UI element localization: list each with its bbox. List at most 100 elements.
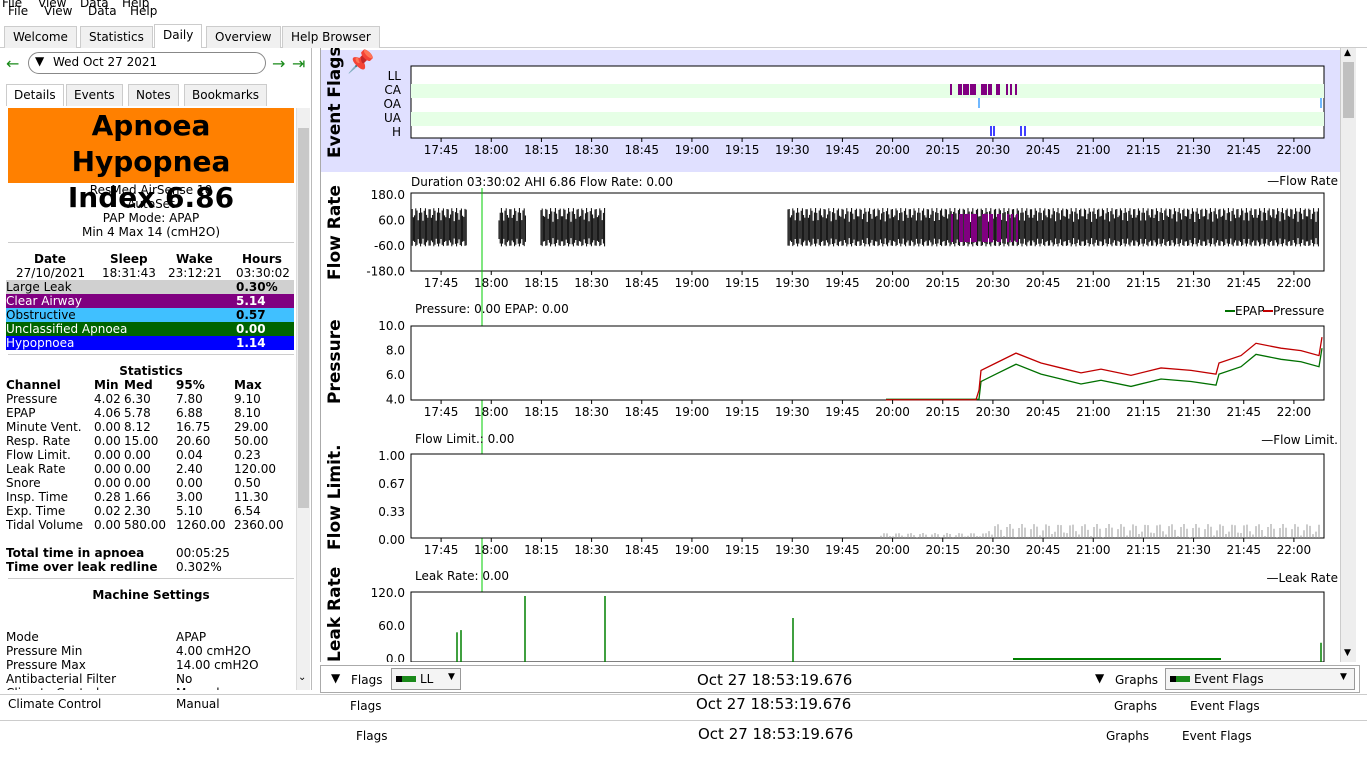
x-tick-label: 19:15 xyxy=(725,276,760,290)
event-row-hypopnoea: Hypopnoea 1.14 xyxy=(6,336,294,350)
event-label: Large Leak xyxy=(6,280,72,294)
stats-cell: 1.66 xyxy=(124,490,151,504)
tab-daily[interactable]: Daily xyxy=(154,24,203,49)
session-sleep: 18:31:43 xyxy=(102,266,156,280)
tab-welcome[interactable]: Welcome xyxy=(4,26,77,48)
setting-label: Pressure Min xyxy=(6,644,83,658)
menu-view[interactable]: View xyxy=(44,4,73,18)
back-arrow-icon[interactable]: ← xyxy=(6,54,20,73)
flags-combo[interactable]: LL ▼ xyxy=(391,668,461,690)
flow-ca-overlay xyxy=(966,214,968,242)
tab-help-browser[interactable]: Help Browser xyxy=(282,26,380,48)
flag-row-label: UA xyxy=(384,111,402,125)
stats-channel: Tidal Volume xyxy=(6,518,84,532)
graphs-scrollbar[interactable]: ▲ ▼ xyxy=(1340,48,1356,662)
subtab-notes[interactable]: Notes xyxy=(128,84,179,106)
x-tick-label: 18:00 xyxy=(474,405,509,419)
stats-header: Channel xyxy=(6,378,61,392)
menu-help[interactable]: Help xyxy=(130,4,158,18)
scroll-down-icon[interactable]: ⌄ xyxy=(298,672,307,683)
graphs-dropdown-arrow-icon[interactable]: ▼ xyxy=(1095,671,1105,685)
flow-rate-label: Flow Rate xyxy=(325,185,345,280)
x-tick-label: 21:45 xyxy=(1226,543,1261,557)
flag-row-stripe xyxy=(411,112,1324,126)
stats-cell: 0.00 xyxy=(94,420,121,434)
flow-ca-overlay xyxy=(986,214,988,242)
subtab-events[interactable]: Events xyxy=(66,84,123,106)
ghost-timestamp: Oct 27 18:53:19.676 xyxy=(696,695,852,713)
flow-rate-trace xyxy=(540,208,606,247)
event-value: 0.57 xyxy=(236,308,266,322)
flow-ca-overlay xyxy=(959,214,961,242)
flow-limit-bars xyxy=(880,524,1320,538)
stats-cell: 0.00 xyxy=(94,448,121,462)
tab-statistics[interactable]: Statistics xyxy=(80,26,153,48)
forward-arrow-icon[interactable]: → xyxy=(272,54,286,73)
x-tick-label: 21:45 xyxy=(1226,405,1261,419)
bottom-toolbar: ▼ Flags LL ▼ Oct 27 18:53:19.676 ▼ Graph… xyxy=(320,665,1360,693)
x-tick-label: 20:30 xyxy=(976,276,1011,290)
subtab-bookmarks[interactable]: Bookmarks xyxy=(184,84,268,106)
stats-channel: Minute Vent. xyxy=(6,420,82,434)
stats-cell: 5.10 xyxy=(176,504,203,518)
x-tick-label: 20:00 xyxy=(875,405,910,419)
machine-mode: PAP Mode: APAP xyxy=(102,211,200,225)
scroll-up-icon[interactable]: ▲ xyxy=(1344,48,1351,58)
flag-row-stripe xyxy=(411,84,1324,98)
tab-overview[interactable]: Overview xyxy=(206,26,281,48)
x-tick-label: 18:00 xyxy=(474,276,509,290)
x-tick-label: 20:15 xyxy=(925,276,960,290)
flow-limit-info: Flow Limit.: 0.00 xyxy=(415,432,514,446)
session-header-sleep: Sleep xyxy=(110,252,148,266)
leak-redline-value: 0.302% xyxy=(176,560,222,574)
flow-limit-frame xyxy=(410,453,1325,539)
flags-swatch xyxy=(396,676,416,682)
event-row-large-leak: Large Leak 0.30% xyxy=(6,280,294,294)
flow-rate-info: Duration 03:30:02 AHI 6.86 Flow Rate: 0.… xyxy=(411,175,673,189)
event-flags-frame xyxy=(410,65,1325,139)
divider xyxy=(8,354,294,355)
stats-cell: 9.10 xyxy=(234,392,261,406)
x-tick-label: 21:30 xyxy=(1176,143,1211,157)
last-day-icon[interactable]: ⇥ xyxy=(292,54,306,73)
flow-ca-overlay xyxy=(1007,214,1009,242)
flag-row-label: CA xyxy=(384,83,401,97)
menu-data[interactable]: Data xyxy=(88,4,117,18)
x-tick-label: 18:15 xyxy=(524,143,559,157)
scrollbar-thumb[interactable] xyxy=(1343,62,1354,118)
graphs-combo[interactable]: Event Flags ▼ xyxy=(1165,668,1355,690)
flag-row-label: OA xyxy=(384,97,402,111)
flow-rate-legend: —Flow Rate xyxy=(1267,174,1338,188)
ghost-graphs: Graphs xyxy=(1114,699,1158,713)
scroll-down-icon[interactable]: ▼ xyxy=(1344,648,1351,658)
stats-cell: 5.78 xyxy=(124,406,151,420)
stats-channel: Flow Limit. xyxy=(6,448,71,462)
subtab-details[interactable]: Details xyxy=(6,84,64,106)
x-tick-label: 21:15 xyxy=(1126,143,1161,157)
stats-channel: Insp. Time xyxy=(6,490,69,504)
date-picker[interactable]: ▼ Wed Oct 27 2021 xyxy=(28,52,266,74)
x-tick-label: 22:00 xyxy=(1277,543,1312,557)
y-tick-label: 60.0 xyxy=(378,619,405,633)
menu-file[interactable]: File xyxy=(8,4,29,18)
setting-value: No xyxy=(176,672,193,686)
details-scrollbar[interactable]: ⌄ xyxy=(296,108,310,690)
flags-dropdown-arrow-icon[interactable]: ▼ xyxy=(331,671,341,685)
pin-icon[interactable]: 📌 xyxy=(347,50,375,75)
stats-cell: 7.80 xyxy=(176,392,203,406)
stats-cell: 0.50 xyxy=(234,476,261,490)
ghost-value: Manual xyxy=(176,697,220,711)
flow-limit-legend: —Flow Limit. xyxy=(1261,433,1338,447)
flow-ca-overlay xyxy=(964,214,966,242)
x-tick-label: 19:45 xyxy=(825,276,860,290)
stats-cell: 0.00 xyxy=(124,476,151,490)
y-tick-label: -180.0 xyxy=(366,265,405,279)
stats-channel: Resp. Rate xyxy=(6,434,71,448)
machine-settings-title: Machine Settings xyxy=(92,588,210,602)
stats-cell: 20.60 xyxy=(176,434,211,448)
x-tick-label: 18:15 xyxy=(524,276,559,290)
x-tick-label: 19:00 xyxy=(675,276,710,290)
stats-cell: 15.00 xyxy=(124,434,159,448)
scrollbar-thumb[interactable] xyxy=(298,128,309,508)
x-tick-label: 20:45 xyxy=(1026,143,1061,157)
